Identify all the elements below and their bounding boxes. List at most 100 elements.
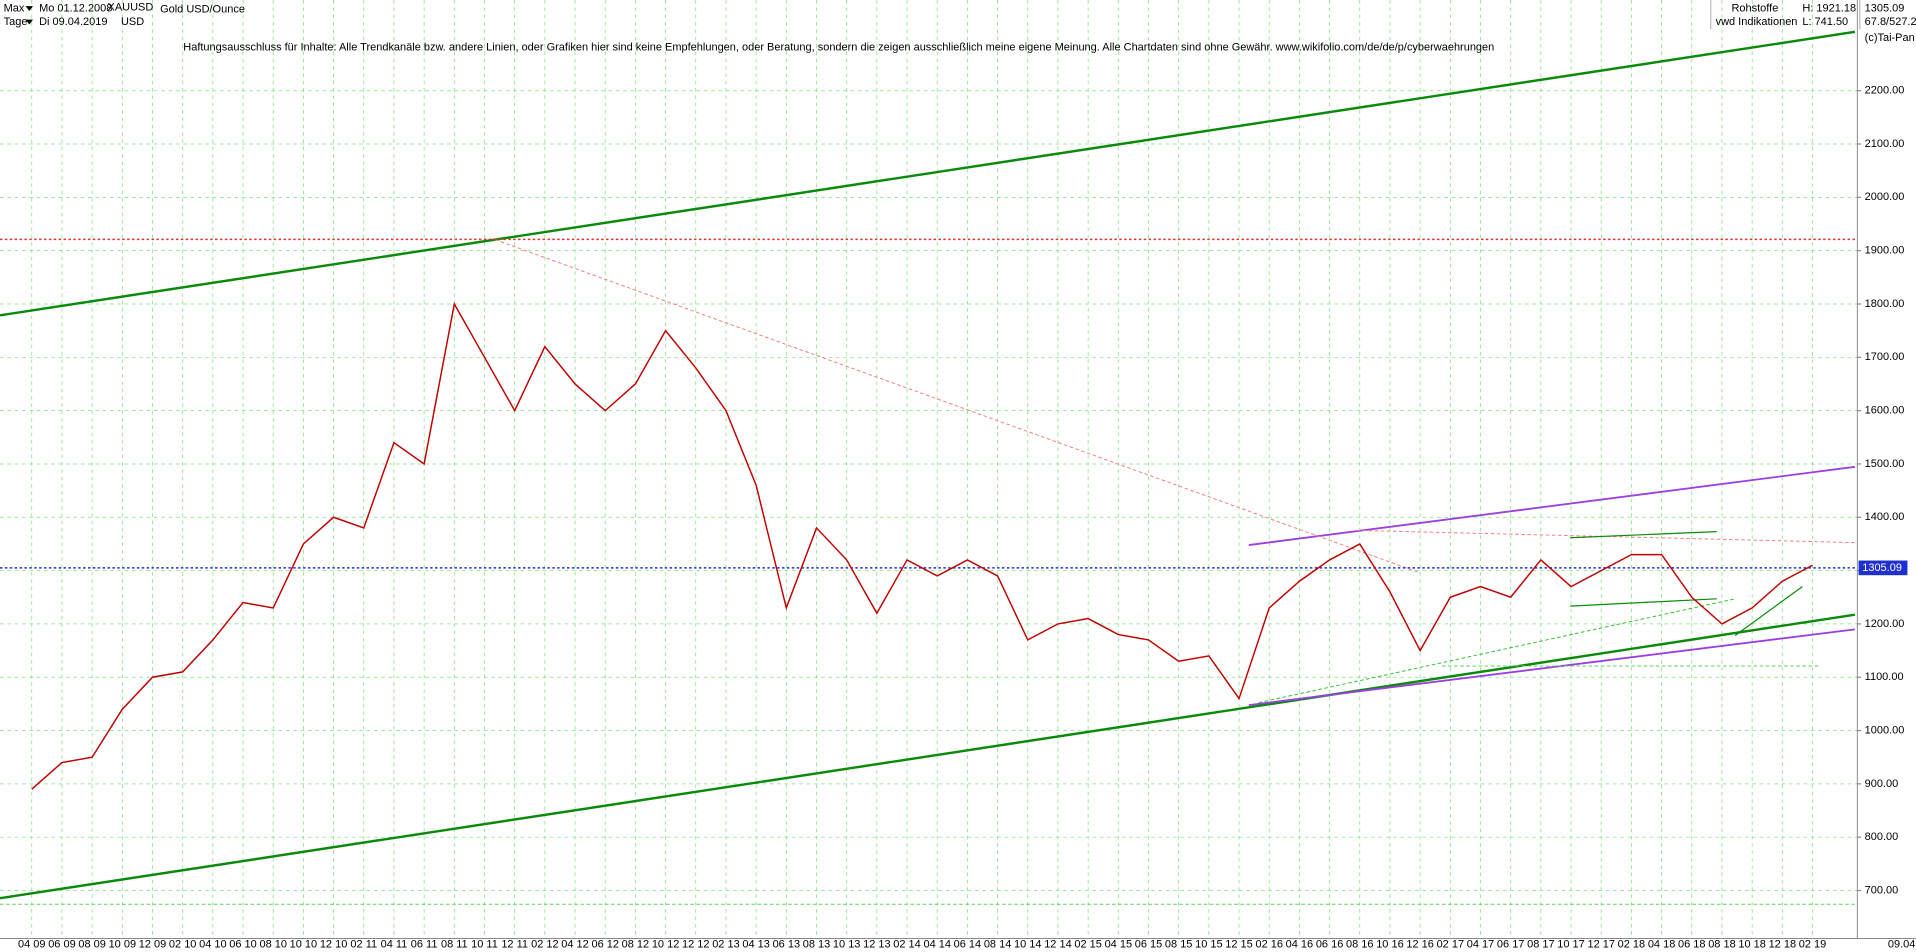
x-tick-label: 10 15 <box>1195 939 1223 951</box>
last-price: 1305.09 <box>1865 3 1905 15</box>
y-tick-label: 2200.00 <box>1865 85 1905 97</box>
x-tick-label: 12 11 <box>501 939 528 951</box>
x-tick-label: 12 12 <box>682 939 710 951</box>
x-tick-label: 10 10 <box>290 939 318 951</box>
x-tick-label: 12 18 <box>1769 939 1797 951</box>
x-tick-label: 08 09 <box>78 939 106 951</box>
trend-line <box>1248 628 1856 707</box>
x-tick-label: 04 12 <box>561 939 589 951</box>
x-tick-label: 06 11 <box>411 939 438 951</box>
x-tick-label: 04 11 <box>381 939 408 951</box>
trend-line <box>1570 530 1717 539</box>
price-badge <box>1858 560 1908 576</box>
x-tick-label: 12 17 <box>1587 939 1615 951</box>
dropdown-icon[interactable] <box>25 6 33 12</box>
dropdown-icon[interactable] <box>25 19 33 25</box>
x-tick-label: 10 13 <box>833 939 861 951</box>
x-tick-label: 02 14 <box>893 939 921 951</box>
y-tick-label: 1400.00 <box>1865 511 1905 523</box>
ratio: 67.8/527.2 <box>1865 16 1916 28</box>
trend-line <box>1570 598 1717 607</box>
x-tick-label: 02 18 <box>1618 939 1646 951</box>
x-tick-label: 08 12 <box>622 939 650 951</box>
x-tick-label: 04 14 <box>923 939 951 951</box>
x-tick-label: 06 15 <box>1135 939 1163 951</box>
x-end-label: 09.04.19 <box>1888 939 1916 951</box>
x-tick-label: 02 15 <box>1074 939 1102 951</box>
y-tick-label: 1600.00 <box>1865 405 1905 417</box>
disclaimer: Haftungsausschluss für Inhalte: Alle Tre… <box>183 42 1494 54</box>
currency: USD <box>121 16 144 28</box>
y-tick-label: 1100.00 <box>1865 671 1904 683</box>
x-tick-label: 08 14 <box>984 939 1012 951</box>
x-tick-label: 04 18 <box>1648 939 1676 951</box>
range[interactable]: Max <box>4 3 25 15</box>
x-tick-label: 08 11 <box>441 939 468 951</box>
instrument: Gold USD/Ounce <box>160 4 245 16</box>
high: H: 1921.18 <box>1802 3 1856 15</box>
x-tick-label: 02 16 <box>1255 939 1283 951</box>
y-tick-label: 1900.00 <box>1865 245 1905 257</box>
x-tick-label: 04 16 <box>1286 939 1314 951</box>
x-tick-label: 08 17 <box>1527 939 1555 951</box>
x-tick-label: 06 18 <box>1678 939 1706 951</box>
copyright: (c)Tai-Pan <box>1865 32 1915 44</box>
x-tick-label: 10 14 <box>1014 939 1042 951</box>
x-tick-label: 02 13 <box>712 939 740 951</box>
x-tick-label: 10 11 <box>471 939 498 951</box>
trend-line <box>0 30 1856 317</box>
trend-lines <box>0 30 1856 905</box>
trend-line <box>1248 465 1856 546</box>
x-tick-label: 08 15 <box>1165 939 1193 951</box>
x-tick-label: 04 13 <box>742 939 770 951</box>
trend-line <box>1356 529 1855 544</box>
x-tick-label: 04 10 <box>199 939 227 951</box>
x-tick-label: 06 09 <box>48 939 76 951</box>
y-tick-label: 2100.00 <box>1865 138 1905 150</box>
x-tick-label: 08 13 <box>803 939 831 951</box>
x-tick-label: 06 12 <box>591 939 619 951</box>
trend-line <box>1258 598 1736 704</box>
end-date: Di 09.04.2019 <box>39 16 107 28</box>
x-tick-label: 04 15 <box>1105 939 1133 951</box>
x-tick-label: 08 16 <box>1346 939 1374 951</box>
x-tick-label: 10 09 <box>109 939 136 951</box>
x-tick-label: 02 10 <box>169 939 197 951</box>
x-tick-label: 02 17 <box>1437 939 1465 951</box>
y-tick-label: 1500.00 <box>1865 458 1905 470</box>
x-tick-label: 10 12 <box>652 939 680 951</box>
period[interactable]: Tage <box>4 16 28 28</box>
x-tick-label: 10 17 <box>1557 939 1585 951</box>
x-tick-label: 02 19 <box>1799 939 1827 951</box>
start-date: Mo 01.12.2008 <box>39 3 112 15</box>
y-tick-label: 900.00 <box>1865 778 1899 790</box>
x-tick-label: 04 09 <box>18 939 46 951</box>
x-tick-label: 12 15 <box>1225 939 1253 951</box>
y-tick-label: 2000.00 <box>1865 191 1905 203</box>
source: vwd Indikationen <box>1716 16 1798 28</box>
x-tick-label: 06 16 <box>1316 939 1344 951</box>
x-tick-label: 10 18 <box>1738 939 1766 951</box>
x-tick-label: 02 11 <box>350 939 377 951</box>
y-tick-label: 1000.00 <box>1865 724 1905 736</box>
y-tick-label: 1200.00 <box>1865 618 1905 630</box>
grid <box>0 0 1858 939</box>
trend-line <box>494 239 1418 573</box>
price-line <box>31 301 1813 790</box>
x-tick-label: 06 10 <box>229 939 257 951</box>
x-tick-label: 08 10 <box>259 939 287 951</box>
x-tick-label: 08 18 <box>1708 939 1736 951</box>
low: L: 741.50 <box>1802 16 1848 28</box>
x-tick-label: 12 14 <box>1044 939 1072 951</box>
x-tick-label: 12 16 <box>1406 939 1434 951</box>
trend-line <box>0 613 1856 900</box>
price-badge-label: 1305.09 <box>1862 562 1902 574</box>
y-tick-label: 1800.00 <box>1865 298 1905 310</box>
x-tick-label: 12 09 <box>139 939 166 951</box>
x-tick-label: 06 14 <box>954 939 982 951</box>
y-tick-label: 800.00 <box>1865 831 1899 843</box>
x-tick-label: 04 17 <box>1467 939 1495 951</box>
